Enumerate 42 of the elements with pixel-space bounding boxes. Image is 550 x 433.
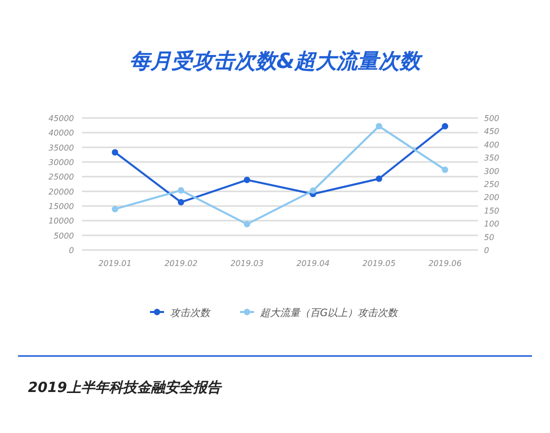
chart-title: 每月受攻击次数&超大流量次数 xyxy=(129,49,424,73)
point xyxy=(178,187,184,194)
point xyxy=(112,149,118,156)
y2-tick-label: 250 xyxy=(484,180,500,189)
y-tick-label: 30000 xyxy=(48,158,74,167)
x-tick-label: 2019.06 xyxy=(428,259,462,268)
point xyxy=(310,187,316,194)
point xyxy=(442,166,448,173)
x-tick-label: 2019.01 xyxy=(98,259,132,268)
x-tick-label: 2019.02 xyxy=(164,259,198,268)
y-tick-label: 25000 xyxy=(48,172,74,182)
y-tick-label: 35000 xyxy=(48,143,74,152)
y-tick-label: 15000 xyxy=(48,202,74,211)
y-tick-label: 40000 xyxy=(48,128,74,138)
point xyxy=(376,122,382,130)
y2-tick-label: 300 xyxy=(484,166,500,176)
y2-tick-label: 350 xyxy=(484,154,500,163)
x-tick-label: 2019.05 xyxy=(362,259,396,268)
y-tick-label: 10000 xyxy=(48,216,74,226)
y2-tick-label: 50 xyxy=(484,232,494,242)
x-tick-label: 2019.03 xyxy=(230,259,264,268)
y2-tick-label: 200 xyxy=(484,193,500,202)
point xyxy=(442,123,448,130)
point xyxy=(244,220,250,228)
y-tick-label: 20000 xyxy=(48,187,74,196)
y-tick-label: 5000 xyxy=(54,231,74,240)
y2-tick-label: 450 xyxy=(484,127,500,136)
point xyxy=(112,206,118,212)
text: 2019上半年科技金融安全报告 xyxy=(28,379,223,396)
y2-tick-label: 500 xyxy=(484,114,500,123)
y2-tick-label: 0 xyxy=(484,246,490,255)
y-tick-label: 45000 xyxy=(48,114,74,123)
point xyxy=(244,176,250,184)
y-tick-label: 0 xyxy=(68,246,74,255)
legend-label: 攻击次数 xyxy=(170,307,211,319)
y2-tick-label: 400 xyxy=(484,140,500,150)
legend-label: 超大流量（百G以上）攻击次数 xyxy=(260,307,399,319)
x-tick-label: 2019.04 xyxy=(296,259,330,268)
y2-tick-label: 150 xyxy=(484,206,500,216)
y2-tick-label: 100 xyxy=(484,220,500,229)
point xyxy=(178,198,184,206)
point xyxy=(376,176,382,182)
